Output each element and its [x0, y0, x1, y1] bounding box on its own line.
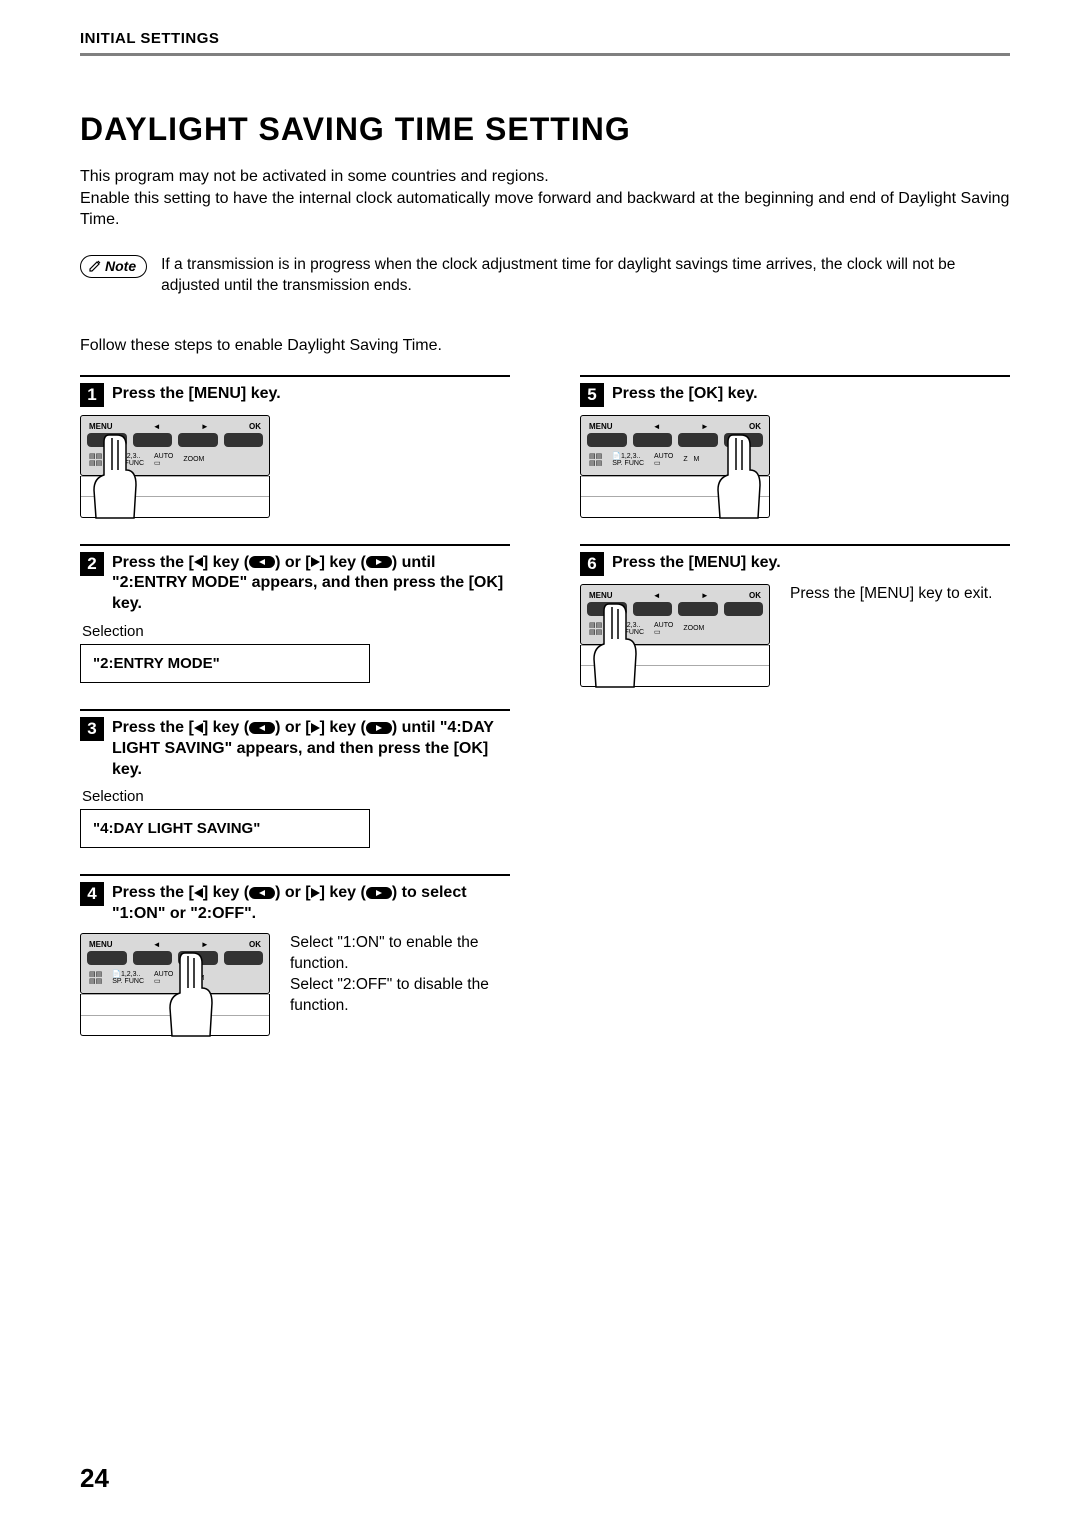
display-box: "4:DAY LIGHT SAVING": [80, 809, 370, 848]
right-arrow-icon: [311, 888, 320, 898]
panel-label-menu: MENU: [89, 422, 113, 431]
right-column: 5 Press the [OK] key. MENU ◄► OK ▤▤▤▤: [580, 375, 1010, 1062]
step-number: 1: [80, 383, 104, 407]
panel-label-spfunc: SP. FUNC: [112, 460, 144, 467]
step-title: Press the [OK] key.: [612, 383, 758, 405]
left-key-icon: [249, 556, 275, 568]
step-number: 3: [80, 717, 104, 741]
note-label: Note: [105, 258, 136, 274]
step-4: 4 Press the [] key () or [] key () to se…: [80, 874, 510, 1036]
right-key-icon: [366, 722, 392, 734]
right-arrow-icon: [311, 723, 320, 733]
control-panel-illustration: MENU ◄► OK ▤▤▤▤ 📄1,2,3..SP. FUNC AUTO▭ Z…: [580, 584, 770, 687]
step-divider: [80, 709, 510, 711]
page-title: DAYLIGHT SAVING TIME SETTING: [80, 111, 1010, 148]
step-6: 6 Press the [MENU] key. MENU ◄► OK ▤▤▤▤: [580, 544, 1010, 687]
step-divider: [580, 544, 1010, 546]
control-panel-illustration: MENU ◄► OK ▤▤▤▤ 📄1,2,3..SP. FUNC AUTO▭ Z…: [80, 933, 270, 1036]
step-number: 2: [80, 552, 104, 576]
note-block: Note If a transmission is in progress wh…: [80, 255, 1010, 297]
note-badge: Note: [80, 255, 147, 278]
left-column: 1 Press the [MENU] key. MENU ◄► OK ▤▤▤▤: [80, 375, 510, 1062]
step-divider: [80, 375, 510, 377]
left-arrow-icon: [194, 557, 203, 567]
step-title: Press the [] key () or [] key () to sele…: [112, 882, 510, 925]
right-key-icon: [366, 556, 392, 568]
step-2: 2 Press the [] key () or [] key () until…: [80, 544, 510, 683]
panel-label-menu: MENU: [589, 591, 613, 600]
page-number: 24: [80, 1463, 109, 1494]
panel-label-menu: MENU: [89, 940, 113, 949]
step-3: 3 Press the [] key () or [] key () until…: [80, 709, 510, 848]
control-panel-illustration: MENU ◄► OK ▤▤▤▤ 📄1,2,3..SP. FUNC AUTO▭ Z…: [580, 415, 770, 518]
intro-line-2: Enable this setting to have the internal…: [80, 188, 1010, 231]
panel-label-ok: OK: [249, 940, 261, 949]
panel-label-zoom: ZOOM: [183, 456, 204, 463]
selection-label: Selection: [82, 788, 510, 805]
step-divider: [80, 544, 510, 546]
step-number: 6: [580, 552, 604, 576]
step-title: Press the [] key () or [] key () until "…: [112, 717, 510, 780]
step-side-text: Select "1:ON" to enable the function. Se…: [290, 933, 510, 1017]
step-divider: [580, 375, 1010, 377]
step-side-text: Press the [MENU] key to exit.: [790, 584, 1010, 605]
display-box: "2:ENTRY MODE": [80, 644, 370, 683]
step-divider: [80, 874, 510, 876]
pencil-icon: [89, 260, 101, 272]
left-arrow-icon: [194, 888, 203, 898]
intro-line-1: This program may not be activated in som…: [80, 166, 1010, 188]
left-key-icon: [249, 722, 275, 734]
header-rule: [80, 53, 1010, 56]
note-text: If a transmission is in progress when th…: [161, 255, 1010, 297]
step-title: Press the [] key () or [] key () until "…: [112, 552, 510, 615]
left-arrow-icon: [194, 723, 203, 733]
panel-label-ok: OK: [249, 422, 261, 431]
panel-label-ok: OK: [749, 591, 761, 600]
panel-label-ok: OK: [749, 422, 761, 431]
left-key-icon: [249, 887, 275, 899]
selection-label: Selection: [82, 623, 510, 640]
step-title: Press the [MENU] key.: [612, 552, 781, 574]
panel-label-auto: AUTO: [154, 453, 173, 460]
right-arrow-icon: [311, 557, 320, 567]
steps-columns: 1 Press the [MENU] key. MENU ◄► OK ▤▤▤▤: [80, 375, 1010, 1062]
step-1: 1 Press the [MENU] key. MENU ◄► OK ▤▤▤▤: [80, 375, 510, 518]
section-header: INITIAL SETTINGS: [80, 30, 1010, 47]
control-panel-illustration: MENU ◄► OK ▤▤▤▤ 📄1,2,3..SP. FUNC AUTO▭ Z…: [80, 415, 270, 518]
step-title: Press the [MENU] key.: [112, 383, 281, 405]
panel-label-menu: MENU: [589, 422, 613, 431]
follow-text: Follow these steps to enable Daylight Sa…: [80, 337, 1010, 355]
intro-text: This program may not be activated in som…: [80, 166, 1010, 231]
right-key-icon: [366, 887, 392, 899]
step-number: 4: [80, 882, 104, 906]
step-number: 5: [580, 383, 604, 407]
step-5: 5 Press the [OK] key. MENU ◄► OK ▤▤▤▤: [580, 375, 1010, 518]
